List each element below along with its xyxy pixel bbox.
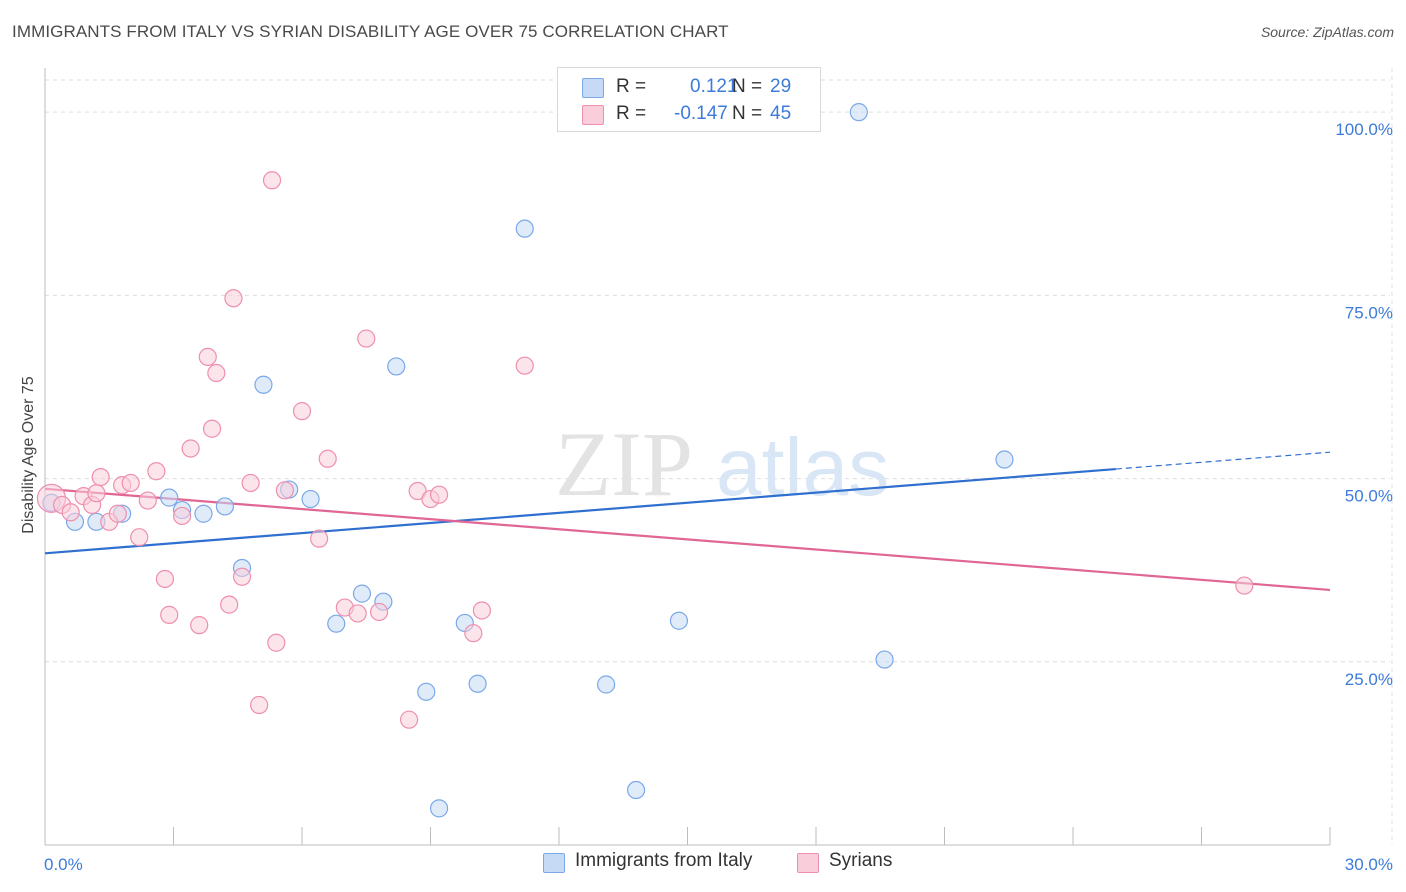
point-italy — [254, 375, 273, 394]
legend-r-label: R = — [616, 76, 647, 97]
point-syrians — [147, 462, 166, 481]
legend-r-value-syrians: -0.147 — [674, 103, 728, 124]
y-tick-label: 50.0% — [1345, 487, 1393, 506]
point-syrians — [232, 567, 252, 586]
chart-title: IMMIGRANTS FROM ITALY VS SYRIAN DISABILI… — [12, 22, 729, 41]
point-syrians — [108, 504, 127, 523]
point-syrians — [1235, 576, 1254, 595]
point-syrians — [202, 419, 222, 438]
point-syrians — [464, 624, 483, 643]
point-syrians — [267, 633, 286, 652]
point-syrians — [130, 528, 149, 547]
trendline-syrians — [44, 487, 1331, 592]
point-italy — [849, 103, 868, 122]
point-syrians — [370, 602, 389, 622]
x-tick-label: 0.0% — [44, 855, 83, 874]
point-italy — [301, 489, 320, 509]
x-tick-label: 30.0% — [1345, 855, 1393, 874]
point-syrians — [61, 503, 80, 522]
point-syrians — [292, 402, 312, 421]
point-italy — [160, 488, 179, 507]
point-italy — [995, 450, 1014, 469]
point-syrians — [318, 449, 337, 468]
point-syrians — [399, 710, 419, 729]
point-italy — [327, 614, 346, 633]
point-italy — [215, 497, 234, 516]
legend-n-label: N = — [732, 76, 763, 97]
trendlines — [44, 451, 1331, 592]
point-syrians — [160, 605, 179, 624]
point-syrians — [181, 439, 200, 458]
point-syrians — [87, 484, 106, 503]
bottom-legend-swatch-syrians — [797, 853, 819, 873]
point-italy — [468, 674, 487, 693]
point-syrians — [241, 473, 260, 493]
points — [36, 100, 1254, 818]
point-italy — [417, 682, 436, 701]
point-syrians — [357, 329, 376, 348]
point-syrians — [155, 569, 175, 589]
point-syrians — [515, 356, 534, 375]
trendline-italy — [44, 467, 1116, 555]
legend-swatch-italy — [582, 78, 604, 98]
point-syrians — [121, 473, 140, 493]
point-syrians — [262, 171, 282, 190]
legend-r-value-italy: 0.121 — [690, 76, 738, 97]
point-syrians — [275, 481, 294, 500]
watermark-zip: ZIP — [555, 413, 693, 515]
gridlines — [45, 68, 1393, 845]
correlation-legend: R = 0.121 N = 29 R = -0.147 N = 45 — [557, 67, 821, 132]
point-italy — [387, 357, 406, 376]
x-tick-labels: 0.0% 30.0% — [44, 855, 1393, 874]
bottom-legend-swatch-italy — [543, 853, 565, 873]
point-italy — [352, 584, 372, 603]
point-syrians — [429, 485, 449, 504]
legend-n-label: N = — [732, 103, 763, 124]
y-tick-label: 75.0% — [1345, 303, 1393, 322]
point-italy — [875, 650, 894, 669]
point-syrians — [472, 601, 491, 620]
legend-n-value-italy: 29 — [770, 76, 792, 97]
point-italy — [597, 675, 616, 694]
point-italy — [669, 611, 689, 630]
point-syrians — [91, 467, 110, 487]
point-syrians — [310, 529, 329, 548]
y-tick-label: 25.0% — [1345, 670, 1393, 689]
point-italy — [626, 780, 646, 800]
point-syrians — [138, 491, 157, 510]
y-tick-label: 100.0% — [1335, 120, 1393, 139]
trendline-italy-extension — [1115, 451, 1331, 470]
bottom-legend-label-syrians: Syrians — [829, 850, 893, 871]
axes — [44, 68, 1331, 846]
legend-swatch-syrians — [582, 105, 604, 125]
bottom-legend-label-italy: Immigrants from Italy — [575, 850, 753, 871]
point-italy — [429, 799, 449, 818]
point-syrians — [220, 595, 239, 614]
legend-n-value-syrians: 45 — [770, 103, 792, 124]
point-italy — [194, 504, 213, 523]
point-syrians — [250, 695, 269, 715]
y-axis-title: Disability Age Over 75 — [20, 376, 37, 534]
point-syrians — [198, 347, 217, 367]
point-syrians — [224, 289, 243, 308]
legend-r-label: R = — [616, 103, 647, 124]
y-tick-labels: 25.0% 50.0% 75.0% 100.0% — [1335, 120, 1393, 689]
source-label: Source: ZipAtlas.com — [1260, 24, 1394, 40]
point-syrians — [348, 604, 367, 623]
point-syrians — [207, 363, 226, 383]
point-italy — [515, 219, 534, 238]
point-syrians — [190, 616, 209, 635]
point-syrians — [172, 506, 192, 526]
point-syrians — [408, 481, 427, 501]
